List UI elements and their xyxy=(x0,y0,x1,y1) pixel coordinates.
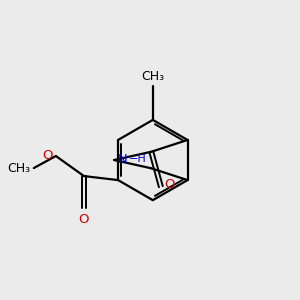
Text: CH₃: CH₃ xyxy=(8,162,31,175)
Text: CH₃: CH₃ xyxy=(141,70,164,83)
Text: N: N xyxy=(118,152,128,166)
Text: O: O xyxy=(42,148,53,161)
Text: −H: −H xyxy=(129,154,147,164)
Text: O: O xyxy=(79,213,89,226)
Text: O: O xyxy=(164,178,174,191)
